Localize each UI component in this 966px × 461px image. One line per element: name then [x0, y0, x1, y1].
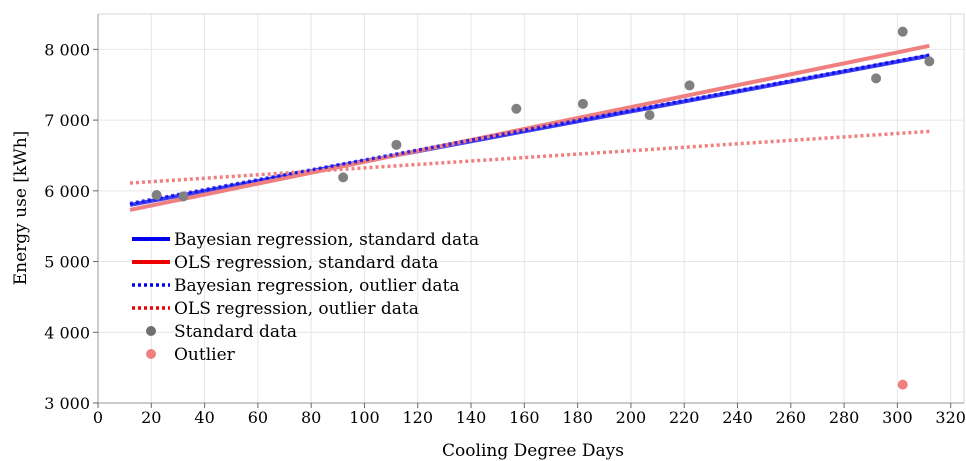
x-tick-label: 180: [562, 408, 593, 427]
legend-label: Standard data: [174, 322, 297, 342]
legend-label: OLS regression, outlier data: [174, 299, 419, 319]
data-point: [511, 103, 522, 114]
legend-label: Bayesian regression, outlier data: [174, 276, 460, 296]
x-axis-label: Cooling Degree Days: [442, 441, 624, 461]
y-tick-label: 4 000: [44, 323, 90, 342]
x-tick-label: 40: [194, 408, 214, 427]
legend-label: OLS regression, standard data: [174, 253, 438, 273]
x-tick-label: 240: [722, 408, 753, 427]
data-point: [178, 191, 189, 202]
data-point: [391, 139, 402, 150]
x-tick-label: 120: [402, 408, 433, 427]
x-tick-label: 140: [456, 408, 487, 427]
data-point: [897, 26, 908, 37]
x-tick-label: 80: [301, 408, 321, 427]
series-layer: [129, 26, 935, 390]
x-tick-label: 0: [93, 408, 103, 427]
legend-label: Bayesian regression, standard data: [174, 230, 479, 250]
x-tick-label: 160: [509, 408, 540, 427]
x-tick-label: 20: [141, 408, 161, 427]
x-tick-label: 200: [616, 408, 647, 427]
data-point: [897, 379, 908, 390]
x-tick-label: 220: [669, 408, 700, 427]
x-tick-label: 300: [882, 408, 913, 427]
data-point: [924, 56, 935, 67]
data-point: [871, 73, 882, 84]
x-tick-label: 60: [248, 408, 268, 427]
y-tick-label: 7 000: [44, 111, 90, 130]
legend-swatch: [146, 349, 156, 359]
y-tick-label: 3 000: [44, 394, 90, 413]
y-axis-label: Energy use [kWh]: [11, 131, 31, 286]
legend-label: Outlier: [174, 345, 236, 365]
data-point: [644, 110, 655, 121]
legend-swatch: [146, 326, 156, 336]
series-line-0: [129, 53, 930, 207]
x-tick-label: 280: [829, 408, 860, 427]
data-point: [151, 190, 162, 201]
data-point: [684, 80, 695, 91]
x-tick-label: 320: [935, 408, 966, 427]
y-tick-label: 8 000: [44, 40, 90, 59]
data-point: [338, 172, 349, 183]
data-point: [577, 98, 588, 109]
axis-ticks: 0 20 40 60 80 100 120 140 160 180 200 220 240 260 280 3…: [44, 40, 966, 427]
series-line-1: [129, 43, 930, 212]
y-tick-label: 5 000: [44, 253, 90, 272]
plot-frame: [97, 13, 965, 404]
series-line-3: [129, 129, 930, 185]
x-tick-label: 100: [349, 408, 380, 427]
y-tick-label: 6 000: [44, 182, 90, 201]
x-tick-label: 260: [776, 408, 807, 427]
legend: Bayesian regression, standard data OLS re…: [132, 230, 479, 365]
